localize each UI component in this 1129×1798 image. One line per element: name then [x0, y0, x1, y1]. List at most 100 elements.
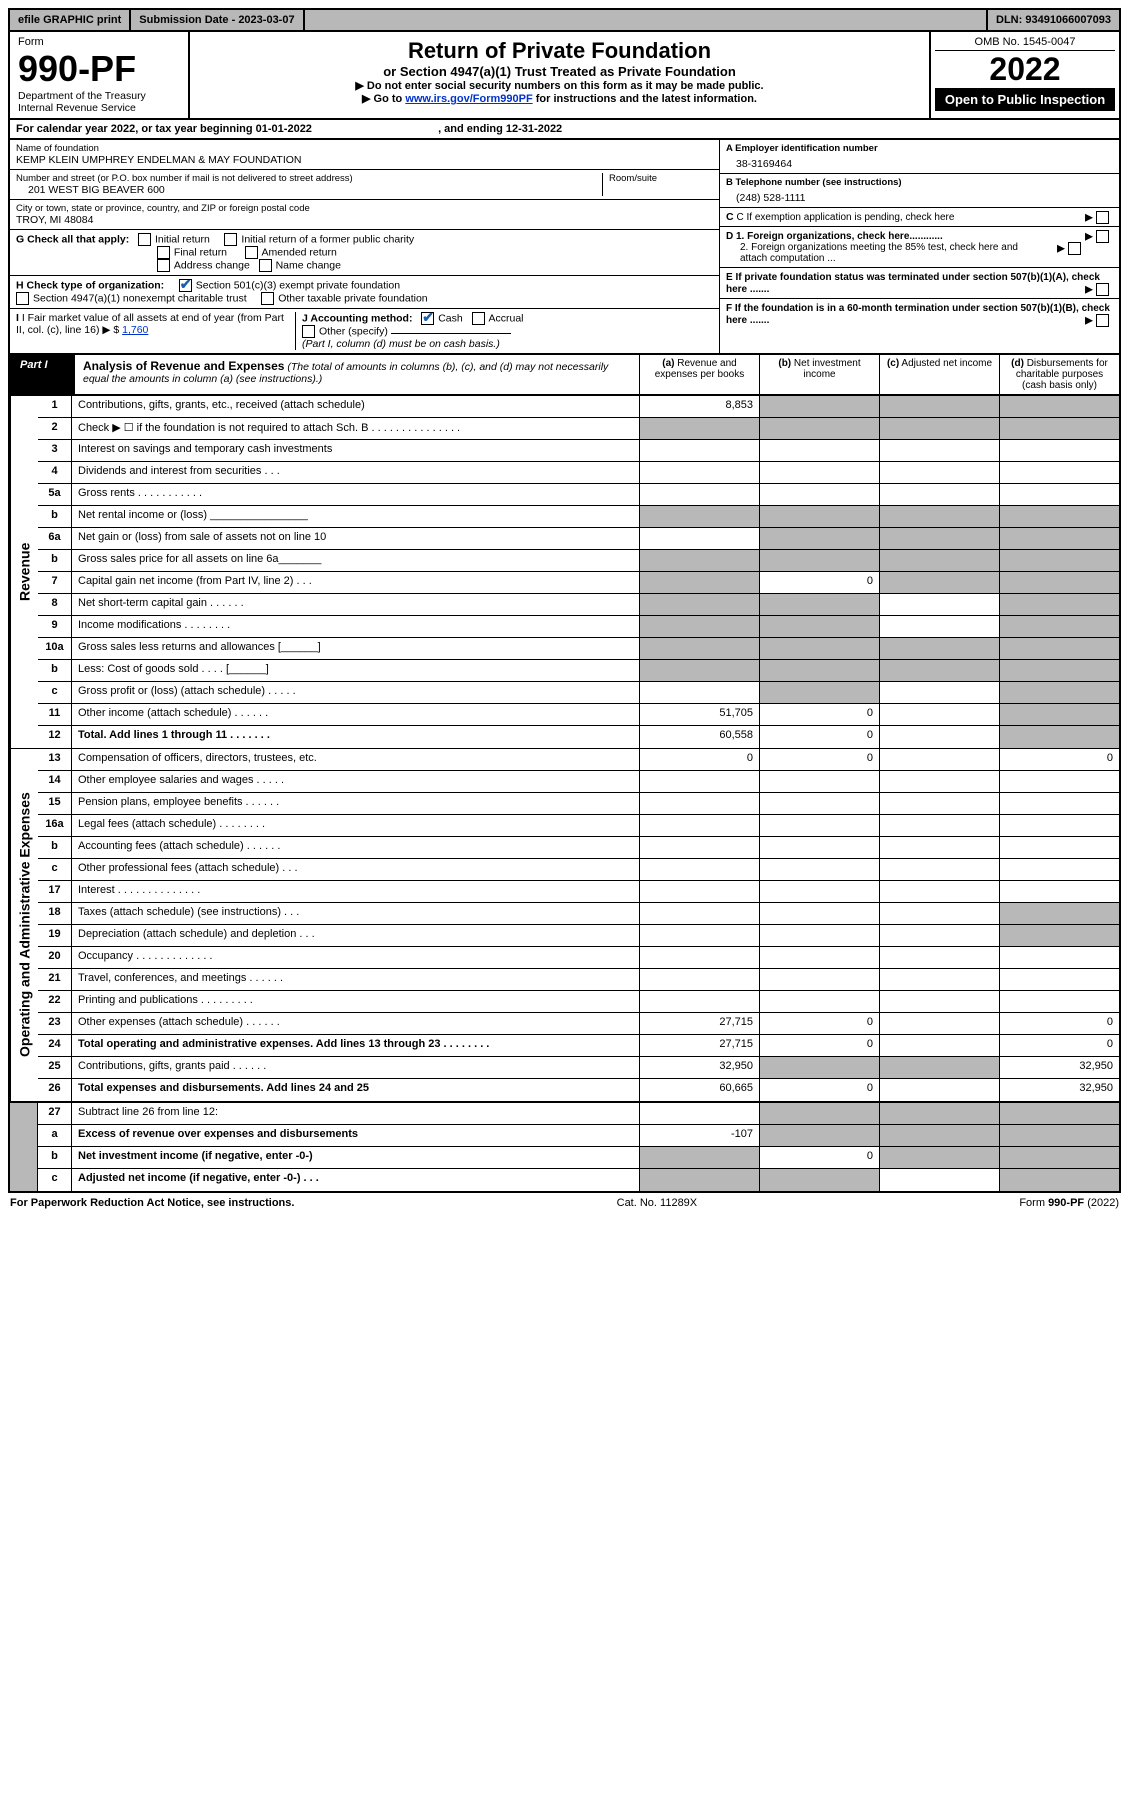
line-description: Subtract line 26 from line 12:: [72, 1103, 639, 1124]
value-cell: [639, 1147, 759, 1168]
value-cell: [759, 550, 879, 571]
fmv-link[interactable]: 1,760: [122, 324, 148, 336]
table-row: cOther professional fees (attach schedul…: [38, 859, 1119, 881]
value-cell: [639, 815, 759, 836]
table-row: 19Depreciation (attach schedule) and dep…: [38, 925, 1119, 947]
value-cell: [999, 528, 1119, 549]
table-row: 27Subtract line 26 from line 12:: [38, 1103, 1119, 1125]
value-cell: [879, 594, 999, 615]
col-d-header: (d) Disbursements for charitable purpose…: [999, 355, 1119, 394]
foundation-name: KEMP KLEIN UMPHREY ENDELMAN & MAY FOUNDA…: [16, 154, 713, 166]
value-cell: [879, 726, 999, 748]
line-number: 9: [38, 616, 72, 637]
checkbox-4947[interactable]: [16, 292, 29, 305]
value-cell: [879, 881, 999, 902]
line-description: Other expenses (attach schedule) . . . .…: [72, 1013, 639, 1034]
value-cell: [879, 925, 999, 946]
checkbox-other-taxable[interactable]: [261, 292, 274, 305]
i-j-row: I I Fair market value of all assets at e…: [10, 309, 719, 353]
checkbox-initial-return[interactable]: [138, 233, 151, 246]
irs-link[interactable]: www.irs.gov/Form990PF: [405, 93, 532, 105]
checkbox-d1[interactable]: [1096, 230, 1109, 243]
checkbox-e[interactable]: [1096, 283, 1109, 296]
form-header-center: Return of Private Foundation or Section …: [190, 32, 929, 118]
value-cell: [879, 1057, 999, 1078]
value-cell: 0: [999, 1013, 1119, 1034]
submission-date: Submission Date - 2023-03-07: [131, 10, 302, 30]
checkbox-amended[interactable]: [245, 246, 258, 259]
value-cell: [759, 859, 879, 880]
city-state-zip: TROY, MI 48084: [16, 214, 713, 226]
checkbox-c[interactable]: [1096, 211, 1109, 224]
value-cell: [999, 572, 1119, 593]
checkbox-address-change[interactable]: [157, 259, 170, 272]
line-description: Other employee salaries and wages . . . …: [72, 771, 639, 792]
checkbox-initial-public[interactable]: [224, 233, 237, 246]
line-number: b: [38, 660, 72, 681]
line-description: Contributions, gifts, grants, etc., rece…: [72, 396, 639, 417]
checkbox-501c3[interactable]: [179, 279, 192, 292]
value-cell: [759, 815, 879, 836]
value-cell: [639, 925, 759, 946]
efile-button[interactable]: efile GRAPHIC print: [10, 10, 129, 30]
value-cell: [999, 837, 1119, 858]
checkbox-name-change[interactable]: [259, 259, 272, 272]
checkbox-f[interactable]: [1096, 314, 1109, 327]
line-number: 2: [38, 418, 72, 439]
line-number: 19: [38, 925, 72, 946]
line-number: 10a: [38, 638, 72, 659]
value-cell: 32,950: [639, 1057, 759, 1078]
form-header-right: OMB No. 1545-0047 2022 Open to Public In…: [929, 32, 1119, 118]
table-row: 22Printing and publications . . . . . . …: [38, 991, 1119, 1013]
line-number: 3: [38, 440, 72, 461]
line-description: Gross rents . . . . . . . . . . .: [72, 484, 639, 505]
value-cell: [759, 616, 879, 637]
value-cell: [879, 396, 999, 417]
topbar-spacer: [305, 10, 986, 30]
table-row: 8Net short-term capital gain . . . . . .: [38, 594, 1119, 616]
value-cell: [759, 991, 879, 1012]
value-cell: 32,950: [999, 1079, 1119, 1101]
value-cell: [639, 616, 759, 637]
table-row: 5aGross rents . . . . . . . . . . .: [38, 484, 1119, 506]
value-cell: 51,705: [639, 704, 759, 725]
ein-value: 38-3169464: [726, 154, 1113, 170]
room-suite-label: Room/suite: [609, 173, 713, 184]
table-row: 2Check ▶ ☐ if the foundation is not requ…: [38, 418, 1119, 440]
checkbox-d2[interactable]: [1068, 242, 1081, 255]
city-cell: City or town, state or province, country…: [10, 200, 719, 230]
line-number: 13: [38, 749, 72, 770]
line-number: 20: [38, 947, 72, 968]
checkbox-final-return[interactable]: [157, 246, 170, 259]
value-cell: [879, 462, 999, 483]
value-cell: [759, 793, 879, 814]
value-cell: [999, 793, 1119, 814]
checkbox-other-method[interactable]: [302, 325, 315, 338]
value-cell: [999, 484, 1119, 505]
checkbox-accrual[interactable]: [472, 312, 485, 325]
c-cell: C C If exemption application is pending,…: [720, 208, 1119, 227]
table-row: bLess: Cost of goods sold . . . . [_____…: [38, 660, 1119, 682]
value-cell: [999, 682, 1119, 703]
footer-right: Form 990-PF (2022): [1019, 1197, 1119, 1209]
line-number: 27: [38, 1103, 72, 1124]
topbar: efile GRAPHIC print Submission Date - 20…: [8, 8, 1121, 32]
value-cell: [999, 815, 1119, 836]
value-cell: [639, 969, 759, 990]
value-cell: [999, 1147, 1119, 1168]
value-cell: [999, 991, 1119, 1012]
table-row: 6aNet gain or (loss) from sale of assets…: [38, 528, 1119, 550]
value-cell: [639, 991, 759, 1012]
line-number: 23: [38, 1013, 72, 1034]
value-cell: [759, 903, 879, 924]
line-number: b: [38, 1147, 72, 1168]
footer-left: For Paperwork Reduction Act Notice, see …: [10, 1197, 294, 1209]
value-cell: [999, 726, 1119, 748]
table-row: 10aGross sales less returns and allowanc…: [38, 638, 1119, 660]
line-number: 1: [38, 396, 72, 417]
line-number: b: [38, 550, 72, 571]
checkbox-cash[interactable]: [421, 312, 434, 325]
value-cell: [759, 1103, 879, 1124]
value-cell: [639, 594, 759, 615]
value-cell: [879, 484, 999, 505]
